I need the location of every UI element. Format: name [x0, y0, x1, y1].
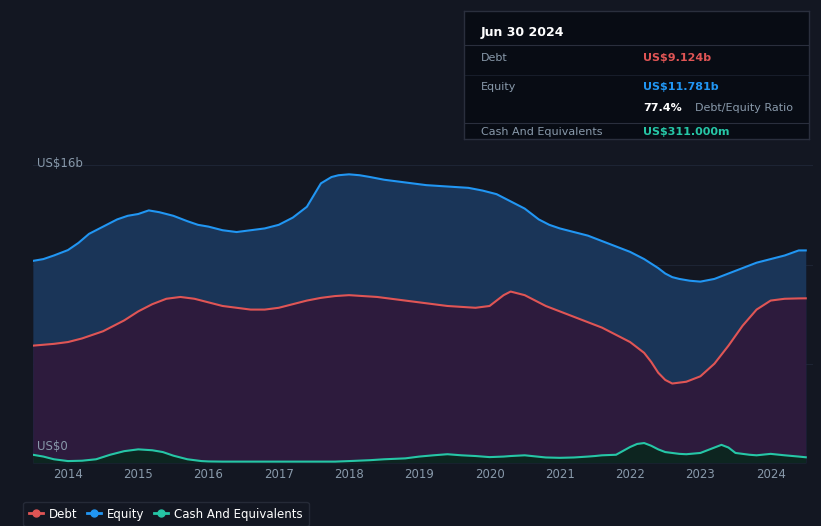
Text: Cash And Equivalents: Cash And Equivalents [481, 127, 603, 137]
Text: US$311.000m: US$311.000m [643, 127, 730, 137]
Text: US$0: US$0 [37, 440, 67, 453]
Text: Equity: Equity [481, 82, 516, 92]
Text: Debt/Equity Ratio: Debt/Equity Ratio [695, 104, 793, 114]
Text: Jun 30 2024: Jun 30 2024 [481, 26, 565, 39]
Text: 77.4%: 77.4% [643, 104, 682, 114]
Legend: Debt, Equity, Cash And Equivalents: Debt, Equity, Cash And Equivalents [23, 502, 309, 526]
Text: US$16b: US$16b [37, 157, 83, 170]
Text: US$11.781b: US$11.781b [643, 82, 719, 92]
Text: US$9.124b: US$9.124b [643, 53, 711, 63]
Text: Debt: Debt [481, 53, 508, 63]
